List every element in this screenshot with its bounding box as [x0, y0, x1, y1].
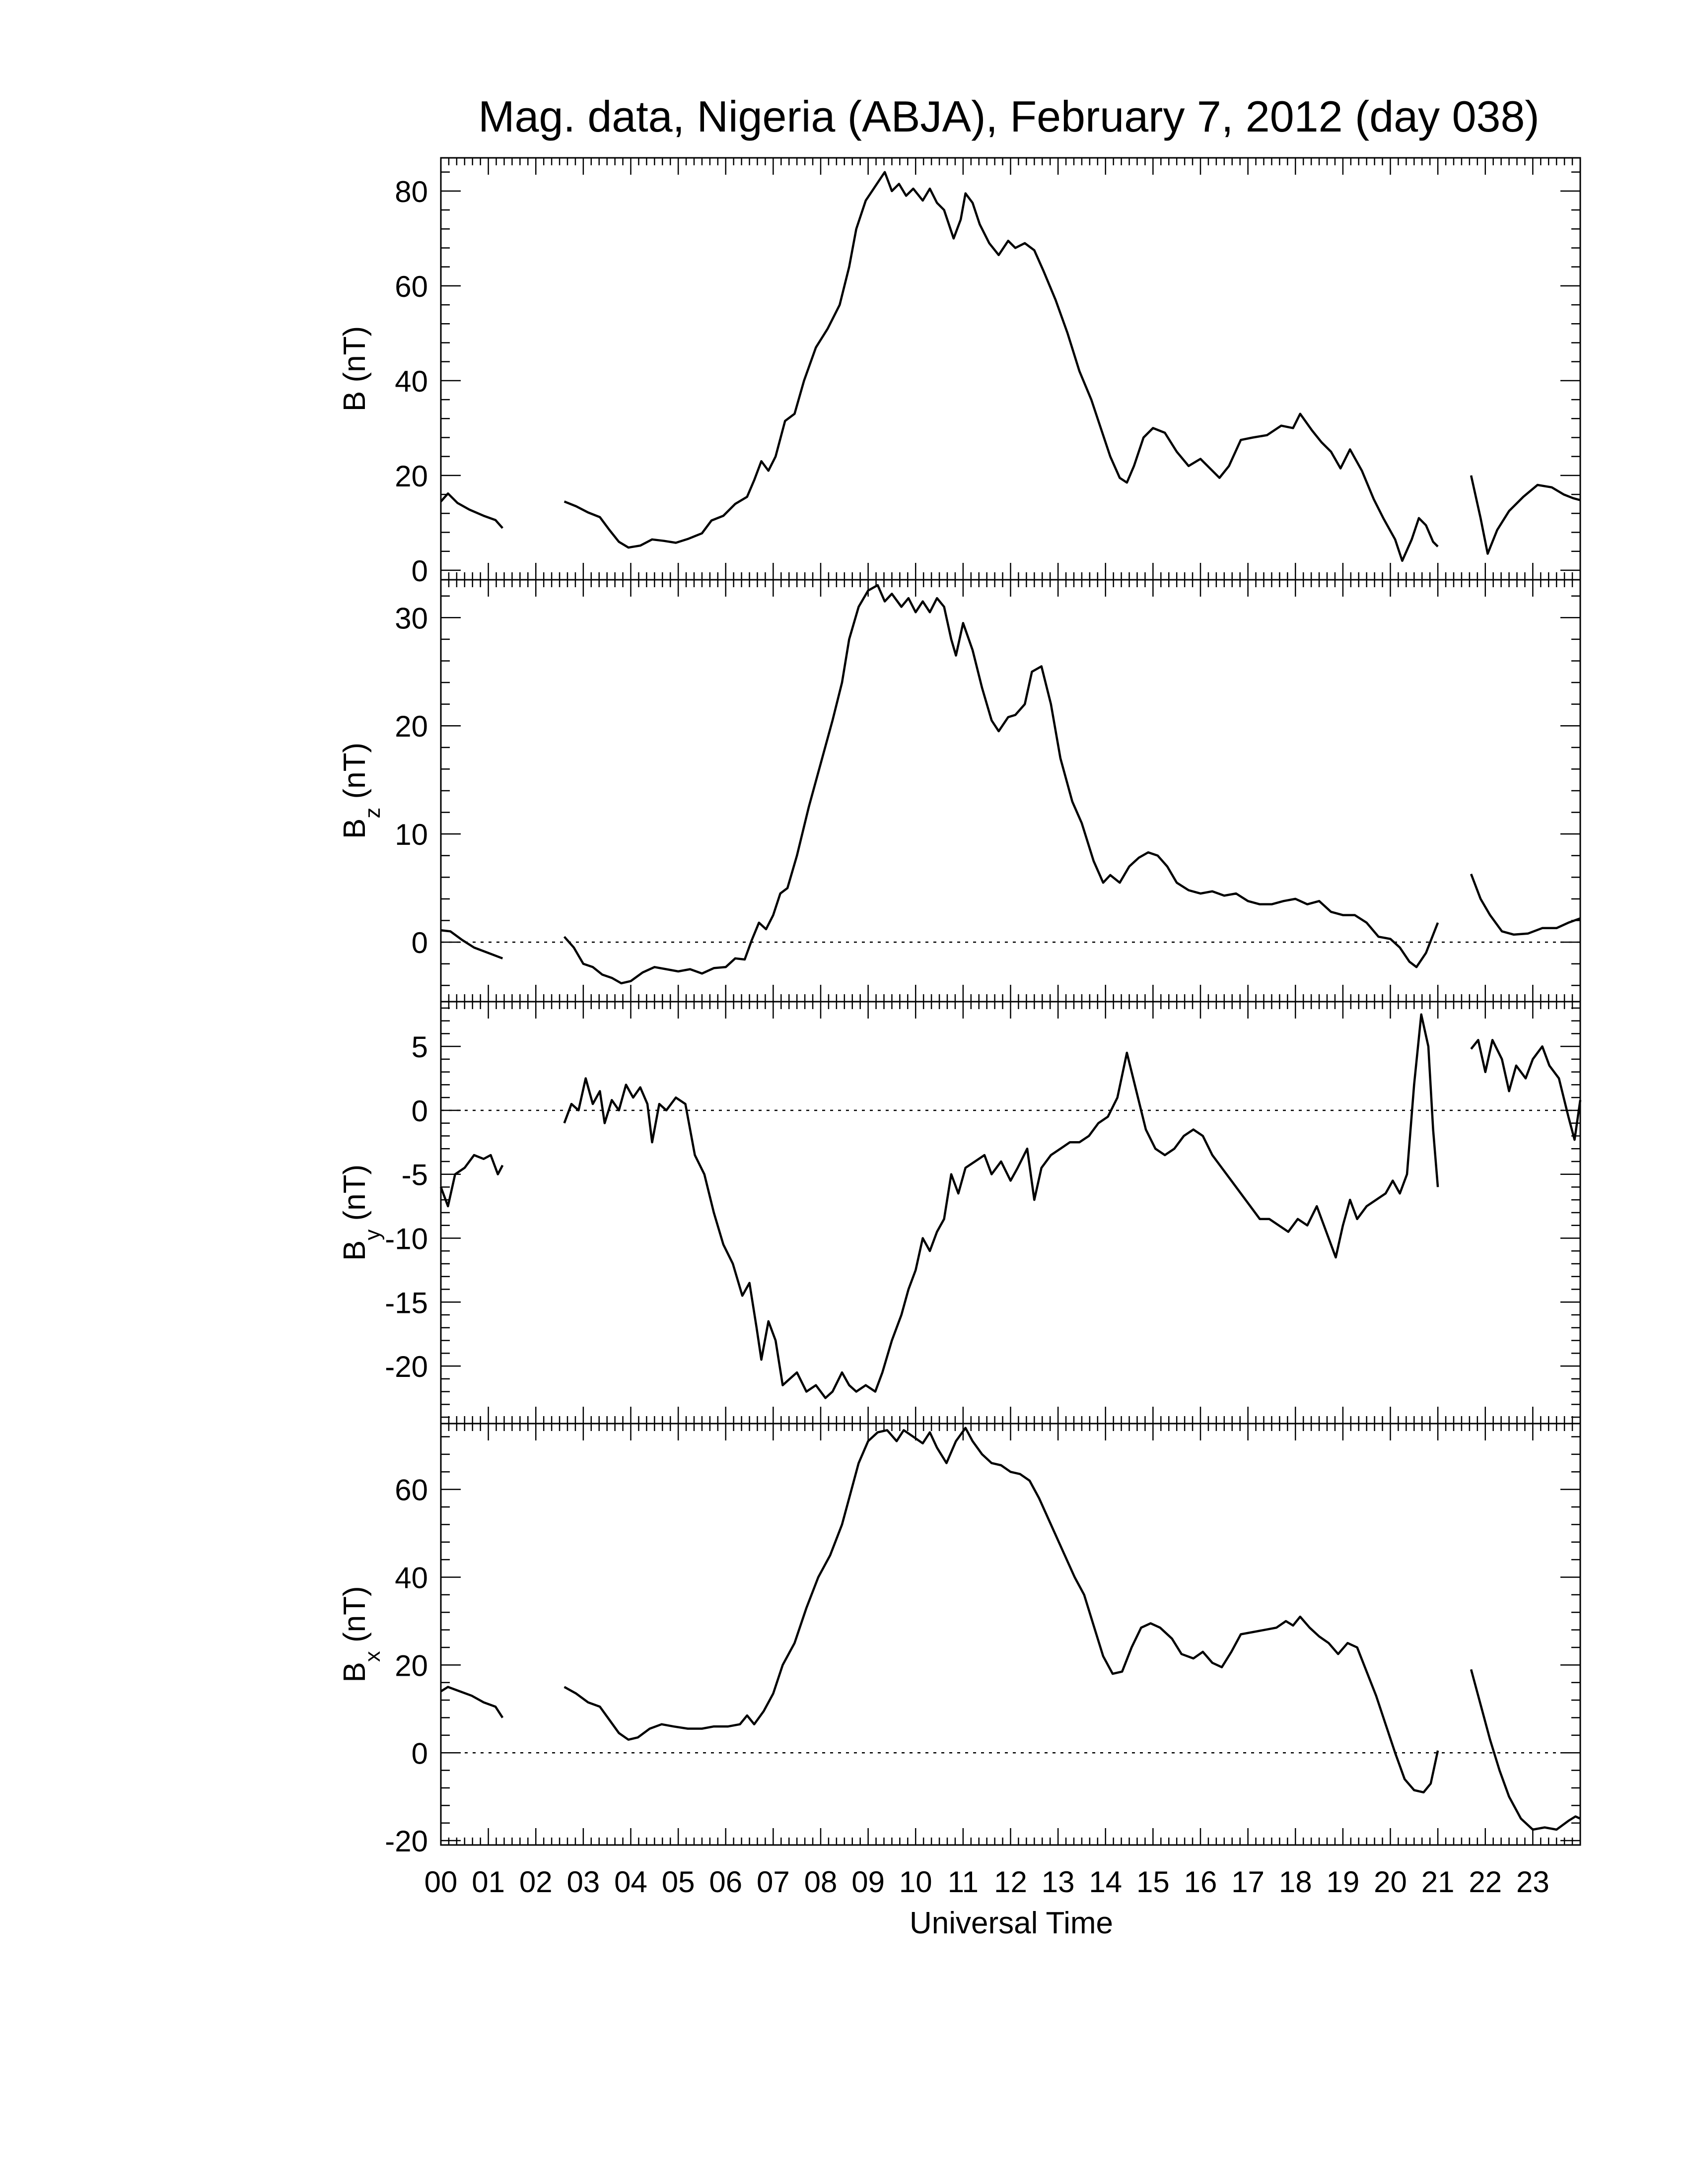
y-axis-label-main: B	[338, 819, 372, 839]
chart-title: Mag. data, Nigeria (ABJA), February 7, 2…	[478, 92, 1539, 141]
panel-frame	[440, 1423, 1581, 1846]
series-line-By-2	[1470, 1039, 1582, 1141]
y-tick-label: -10	[385, 1223, 428, 1256]
panel-By: -20 -15 -10 -5 0 5 By (nT)	[338, 1001, 1582, 1425]
y-tick-label: 20	[395, 460, 428, 493]
x-axis: 00 01 02 03 04 05 06 07 08 09 10 11 12 13 14 15 16 17 18 19…	[424, 1865, 1549, 1899]
y-tick-label: -15	[385, 1286, 428, 1319]
x-tick-label: 16	[1184, 1865, 1217, 1899]
x-tick-label: 07	[757, 1865, 790, 1899]
x-tick-label: 13	[1042, 1865, 1075, 1899]
y-tick-label: 60	[395, 270, 428, 303]
y-axis-label-unit: (nT)	[338, 1586, 372, 1651]
y-axis-label: B (nT)	[338, 326, 372, 411]
series-line-Bz-0	[440, 929, 503, 959]
panel-B: 0 20 40 60 80 B (nT)	[338, 157, 1581, 588]
x-tick-label: 17	[1231, 1865, 1265, 1899]
y-axis-label-sub: z	[360, 808, 385, 819]
y-tick-label: -5	[402, 1159, 428, 1192]
panel-frame	[440, 579, 1581, 1003]
panel-frame	[440, 157, 1581, 581]
series-line-By-1	[563, 1013, 1439, 1399]
y-tick-label: 60	[395, 1474, 428, 1507]
y-tick-label: 30	[395, 602, 428, 635]
y-axis-label-main: B	[338, 1662, 372, 1682]
series-line-Bx-0	[440, 1686, 504, 1718]
y-axis-label-sub: y	[360, 1229, 385, 1240]
y-axis-label-sub: x	[360, 1651, 385, 1662]
panels: 0 20 40 60 80 B (nT) 0 10 20 30 Bz (nT) -20 -15 -10 -5…	[338, 157, 1582, 1858]
y-axis-label-unit: (nT)	[338, 326, 372, 391]
y-tick-label: 80	[395, 175, 428, 208]
series-line-B-1	[563, 171, 1439, 562]
x-tick-label: 20	[1374, 1865, 1407, 1899]
y-tick-label: 40	[395, 365, 428, 398]
x-tick-label: 10	[899, 1865, 932, 1899]
x-tick-label: 06	[709, 1865, 742, 1899]
y-tick-label: 0	[412, 926, 428, 959]
x-axis-label: Universal Time	[910, 1906, 1113, 1940]
x-tick-label: 15	[1136, 1865, 1170, 1899]
x-tick-label: 08	[804, 1865, 838, 1899]
panel-Bz: 0 10 20 30 Bz (nT)	[338, 579, 1581, 1003]
x-tick-label: 03	[567, 1865, 600, 1899]
series-line-B-2	[1470, 475, 1581, 555]
y-tick-label: 0	[412, 1737, 428, 1770]
series-line-Bx-1	[563, 1427, 1439, 1794]
y-axis-label-unit: (nT)	[338, 743, 372, 808]
y-tick-label: 5	[412, 1030, 428, 1064]
series-line-B-0	[440, 492, 503, 529]
x-tick-label: 04	[614, 1865, 647, 1899]
series-line-Bz-1	[563, 584, 1439, 985]
y-tick-label: 40	[395, 1562, 428, 1595]
y-axis-label: Bx (nT)	[338, 1586, 385, 1682]
x-tick-label: 01	[472, 1865, 505, 1899]
x-tick-label: 23	[1516, 1865, 1549, 1899]
x-tick-label: 18	[1279, 1865, 1312, 1899]
y-axis-label-unit: (nT)	[338, 1164, 372, 1229]
y-tick-label: 10	[395, 818, 428, 851]
y-tick-label: 20	[395, 710, 428, 743]
y-axis-label-main: B	[338, 391, 372, 411]
x-tick-label: 21	[1421, 1865, 1455, 1899]
y-tick-label: -20	[385, 1350, 428, 1383]
y-axis-label: By (nT)	[338, 1164, 385, 1261]
y-tick-label: -20	[385, 1825, 428, 1858]
x-tick-label: 00	[424, 1865, 458, 1899]
x-tick-label: 02	[519, 1865, 553, 1899]
y-axis-label-main: B	[338, 1240, 372, 1261]
x-tick-label: 11	[948, 1865, 979, 1899]
y-axis-label: Bz (nT)	[338, 743, 385, 839]
x-tick-label: 05	[662, 1865, 695, 1899]
panel-Bx: -20 0 20 40 60 Bx (nT)	[338, 1423, 1581, 1858]
x-tick-label: 14	[1089, 1865, 1122, 1899]
x-tick-label: 22	[1469, 1865, 1502, 1899]
x-tick-label: 12	[994, 1865, 1027, 1899]
y-tick-label: 20	[395, 1649, 428, 1682]
x-tick-label: 19	[1327, 1865, 1360, 1899]
y-tick-label: 0	[412, 554, 428, 588]
series-line-Bx-2	[1470, 1669, 1581, 1831]
series-line-Bz-2	[1470, 873, 1581, 936]
y-tick-label: 0	[412, 1094, 428, 1128]
x-tick-label: 09	[851, 1865, 885, 1899]
series-line-By-0	[439, 1154, 504, 1208]
panel-frame	[440, 1001, 1581, 1425]
